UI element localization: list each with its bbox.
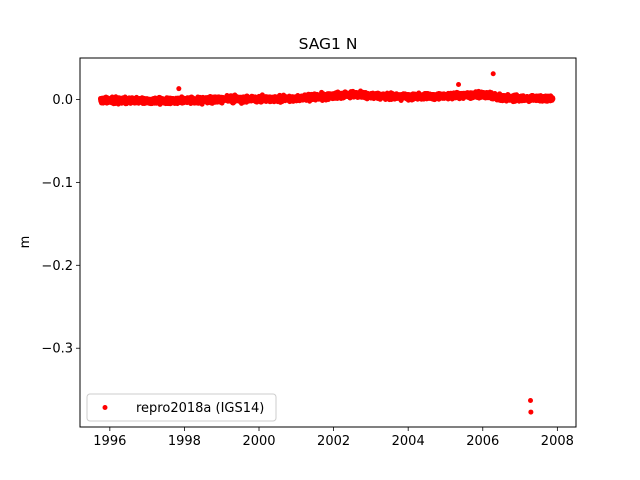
- data-point: [550, 96, 556, 102]
- data-point: [528, 397, 533, 403]
- x-tick-label: 2006: [466, 434, 499, 449]
- y-tick-label: 0.0: [52, 93, 73, 108]
- data-point: [528, 409, 534, 415]
- y-tick-label: −0.2: [41, 259, 73, 274]
- y-tick-label: −0.3: [41, 342, 73, 357]
- x-tick-label: 2008: [541, 434, 574, 449]
- x-tick-label: 2000: [242, 434, 275, 449]
- legend-label: repro2018a (IGS14): [136, 401, 264, 416]
- chart-title: SAG1 N: [299, 35, 358, 53]
- y-axis-label: m: [18, 236, 33, 249]
- y-tick-label: −0.1: [41, 176, 73, 191]
- data-point: [456, 82, 462, 88]
- legend: repro2018a (IGS14): [86, 393, 277, 422]
- data-point: [176, 86, 182, 92]
- x-tick-label: 1996: [93, 434, 126, 449]
- data-points: [98, 71, 556, 415]
- x-tick-label: 1998: [168, 434, 201, 449]
- x-tick-label: 2002: [317, 434, 350, 449]
- legend-marker: [102, 405, 108, 410]
- data-point: [490, 71, 496, 77]
- x-tick-label: 2004: [392, 434, 425, 449]
